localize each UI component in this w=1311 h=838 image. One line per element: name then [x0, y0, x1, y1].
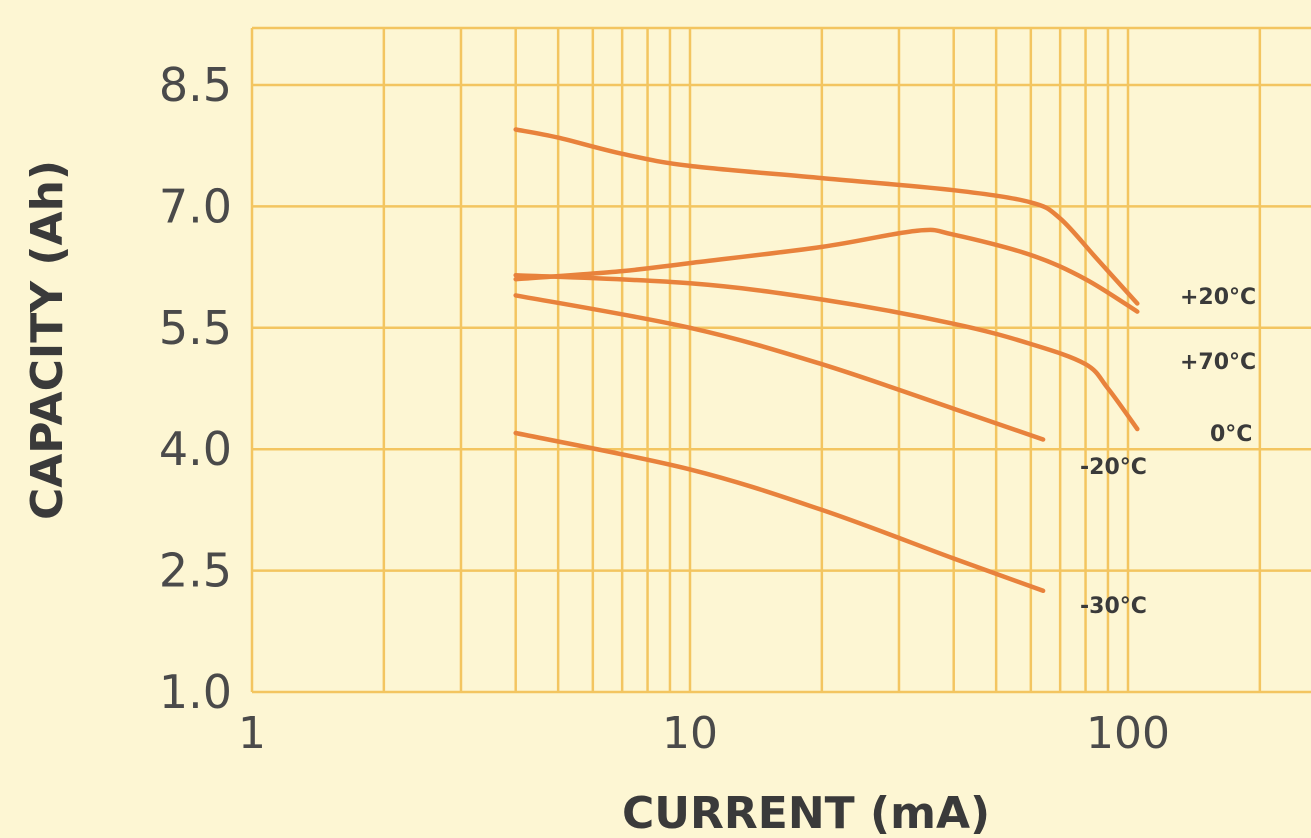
series-label-1: +70°C — [1180, 350, 1256, 375]
x-tick-label: 10 — [662, 708, 718, 759]
series-line-0 — [513, 127, 1140, 306]
x-tick-label: 1 — [238, 708, 266, 759]
series-lines — [513, 127, 1140, 594]
series-line-3 — [513, 293, 1046, 442]
series-line-4 — [513, 430, 1046, 594]
y-tick-labels: 1.0 2.5 4.0 5.5 7.0 8.5 — [159, 58, 232, 719]
y-tick-label: 4.0 — [159, 422, 232, 476]
x-axis-label: CURRENT (mA) — [622, 788, 990, 838]
series-label-2: 0°C — [1210, 422, 1252, 447]
y-tick-label: 2.5 — [159, 544, 232, 598]
series-label-4: -30°C — [1080, 594, 1147, 619]
grid — [250, 26, 1311, 694]
series-label-0: +20°C — [1180, 285, 1256, 310]
y-tick-label: 7.0 — [159, 179, 232, 233]
x-tick-label: 100 — [1086, 708, 1170, 759]
series-line-2 — [513, 272, 1140, 432]
y-tick-label: 8.5 — [159, 58, 232, 112]
y-axis-label: CAPACITY (Ah) — [22, 160, 73, 520]
series-label-3: -20°C — [1080, 455, 1147, 480]
y-tick-label: 1.0 — [159, 665, 232, 719]
series-line-1 — [513, 227, 1140, 314]
series-labels: +20°C +70°C 0°C -20°C -30°C — [1080, 285, 1256, 619]
x-tick-labels: 1 10 100 — [238, 708, 1170, 759]
y-tick-label: 5.5 — [159, 301, 232, 355]
